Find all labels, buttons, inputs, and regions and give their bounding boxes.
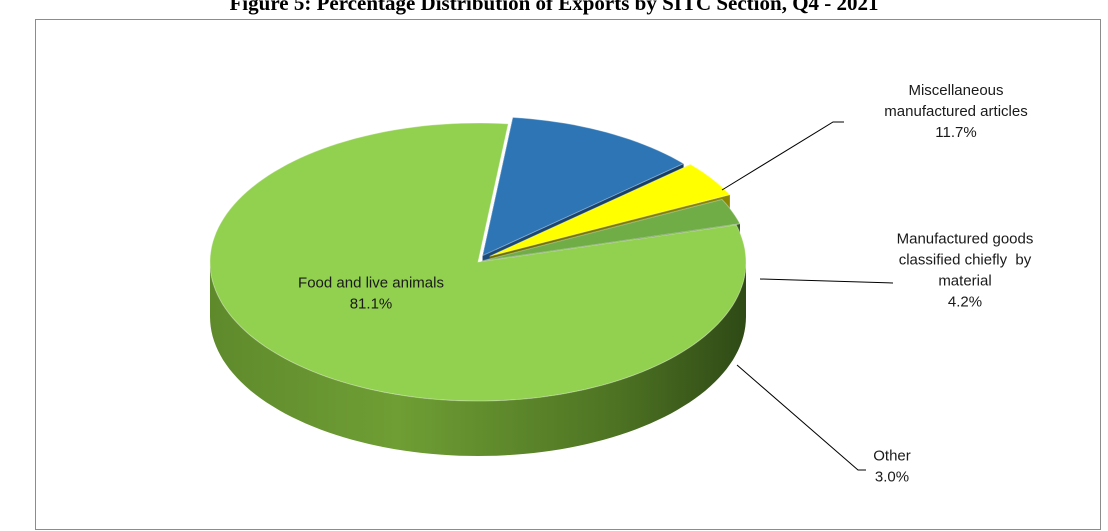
slice-value-label: 3.0% xyxy=(875,469,909,486)
leader-line-2 xyxy=(759,278,894,284)
slice-label-2: Manufactured goods classified chiefly by m… xyxy=(897,231,1034,311)
leader-line-3 xyxy=(736,364,866,471)
pie-slice-0 xyxy=(209,122,747,402)
slice-name-line: manufactured articles xyxy=(884,103,1027,120)
slice-value-label: 81.1% xyxy=(350,296,393,313)
pie-slice-2 xyxy=(489,163,731,257)
slice-name-line: Food and live animals xyxy=(298,275,444,292)
slice-label-0: Food and live animals 81.1% xyxy=(298,275,444,313)
pie-slice-1 xyxy=(481,116,685,257)
slice-value-label: 11.7% xyxy=(935,124,976,141)
slice-name-line: material xyxy=(938,273,991,290)
slice-name-line: classified chiefly by xyxy=(899,252,1032,269)
slice-name-line: Manufactured goods xyxy=(897,231,1034,248)
slice-name-line: Other xyxy=(873,448,911,465)
pie-slice-3 xyxy=(481,198,741,262)
slice-label-3: Other 3.0% xyxy=(873,448,911,486)
pie-side-wall-0 xyxy=(210,262,746,456)
chart-title: Figure 5: Percentage Distribution of Exp… xyxy=(229,0,879,15)
slice-value-label: 4.2% xyxy=(948,294,982,311)
slice-name-line: Miscellaneous xyxy=(908,82,1003,99)
leader-line-1 xyxy=(721,121,844,191)
slice-label-1: Miscellaneous manufactured articles 11.7% xyxy=(884,82,1027,141)
